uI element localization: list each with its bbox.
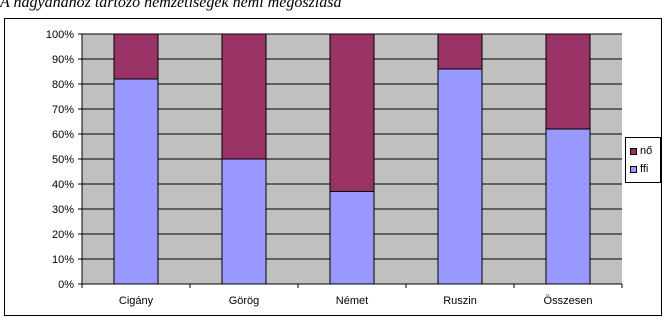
bar-no bbox=[113, 33, 159, 80]
legend-swatch-no bbox=[630, 147, 637, 155]
legend-swatch-ffi bbox=[630, 165, 637, 173]
y-tick-label: 30% bbox=[52, 204, 74, 216]
y-tick-label: 80% bbox=[52, 79, 74, 91]
x-category-label: Összesen bbox=[544, 295, 593, 307]
x-category-label: Ruszin bbox=[443, 295, 477, 307]
bar-ffi bbox=[545, 128, 591, 285]
bar-ffi bbox=[329, 191, 375, 285]
x-category-label: Cigány bbox=[119, 295, 154, 307]
x-category-label: Német bbox=[336, 295, 368, 307]
legend-item-no: nő bbox=[630, 144, 652, 158]
y-tick-label: 50% bbox=[52, 154, 74, 166]
bar-ffi bbox=[437, 68, 483, 285]
y-tick-label: 60% bbox=[52, 129, 74, 141]
y-tick-label: 40% bbox=[52, 179, 74, 191]
bar-no bbox=[329, 33, 375, 192]
bar-no bbox=[221, 33, 267, 160]
bar-no bbox=[437, 33, 483, 70]
y-tick-label: 90% bbox=[52, 54, 74, 66]
chart-caption: A nagyanához tartozó nemzetiségek nemi m… bbox=[0, 0, 342, 11]
bar-no bbox=[545, 33, 591, 130]
legend: nő ffi bbox=[625, 137, 661, 183]
legend-item-ffi: ffi bbox=[630, 162, 648, 176]
bar-ffi bbox=[113, 78, 159, 285]
y-tick-label: 100% bbox=[46, 29, 74, 41]
y-tick-label: 70% bbox=[52, 104, 74, 116]
y-tick-label: 20% bbox=[52, 229, 74, 241]
y-tick-label: 0% bbox=[58, 279, 74, 291]
legend-label-no: nő bbox=[640, 145, 653, 157]
legend-label-ffi: ffi bbox=[640, 163, 649, 175]
y-tick-label: 10% bbox=[52, 254, 74, 266]
x-category-label: Görög bbox=[229, 295, 260, 307]
bar-ffi bbox=[221, 158, 267, 285]
